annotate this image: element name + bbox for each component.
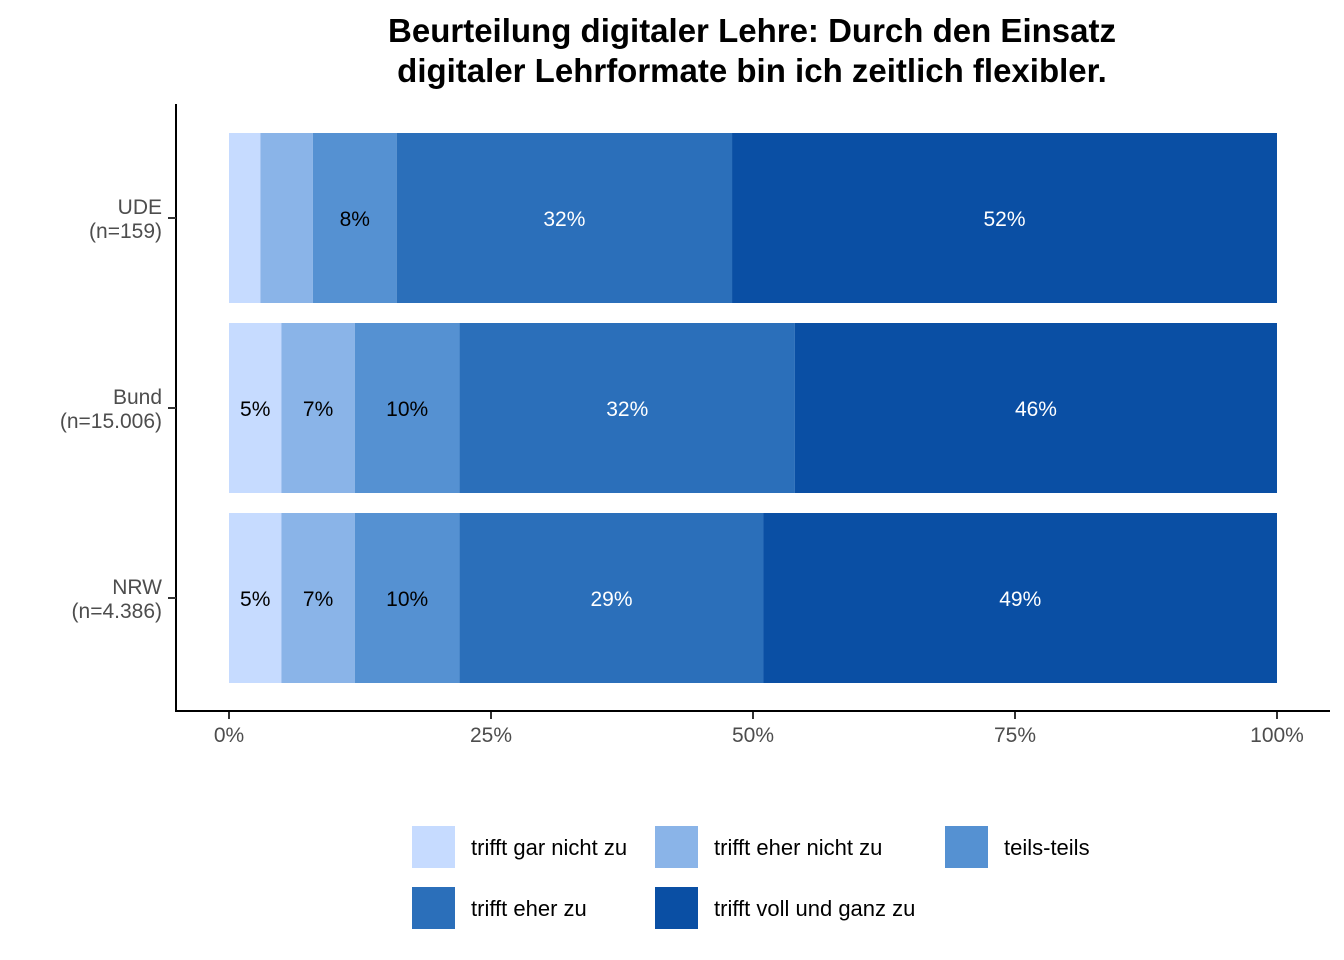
y-tick-count-nrw: (n=4.386) (72, 600, 162, 623)
y-axis-ticks: UDE(n=159) Bund(n=15.006) NRW(n=4.386) (60, 196, 176, 623)
legend: trifft gar nicht zu trifft eher nicht zu t… (412, 826, 1090, 929)
legend-label-trifft-gar-nicht-zu: trifft gar nicht zu (471, 835, 627, 860)
data-label-nrw-trifft-voll-und-ganz-zu: 49% (999, 588, 1041, 611)
data-label-bund-trifft-eher-nicht-zu: 7% (303, 398, 333, 421)
y-tick-count-bund: (n=15.006) (60, 410, 162, 433)
x-tick-label-0: 0% (214, 724, 244, 747)
x-tick-label-75: 75% (994, 724, 1036, 747)
chart-title-line-2: digitaler Lehrformate bin ich zeitlich f… (397, 52, 1107, 89)
data-label-bund-trifft-eher-zu: 32% (606, 398, 648, 421)
data-label-bund-trifft-gar-nicht-zu: 5% (240, 398, 270, 421)
legend-swatch-trifft-voll-und-ganz-zu (655, 887, 698, 929)
data-label-nrw-trifft-gar-nicht-zu: 5% (240, 588, 270, 611)
x-tick-label-25: 25% (470, 724, 512, 747)
bar-segment-bund-trifft-gar-nicht-zu (229, 323, 282, 493)
y-tick-count-ude: (n=159) (89, 220, 162, 243)
legend-label-trifft-voll-und-ganz-zu: trifft voll und ganz zu (714, 896, 915, 921)
y-tick-label-bund: Bund (113, 386, 162, 409)
data-label-nrw-trifft-eher-zu: 29% (591, 588, 633, 611)
data-labels: 8% 32% 52% 5% 7% 10% 32% 46% 5% 7% 10% 29% 49% (240, 208, 1057, 611)
legend-label-trifft-eher-zu: trifft eher zu (471, 896, 587, 921)
data-label-ude-trifft-voll-und-ganz-zu: 52% (984, 208, 1026, 231)
bar-segment-ude-trifft-eher-nicht-zu (260, 133, 313, 303)
bar-segment-bund-teils-teils (354, 323, 460, 493)
bar-segment-nrw-trifft-eher-nicht-zu (281, 513, 355, 683)
legend-swatch-trifft-gar-nicht-zu (412, 826, 455, 868)
bar-segment-bund-trifft-eher-nicht-zu (281, 323, 355, 493)
x-axis-ticks: 0% 25% 50% 75% 100% (214, 712, 1304, 747)
bar-segment-ude-teils-teils (312, 133, 397, 303)
chart-title-line-1: Beurteilung digitaler Lehre: Durch den E… (388, 12, 1116, 49)
data-label-bund-trifft-voll-und-ganz-zu: 46% (1015, 398, 1057, 421)
bar-segment-nrw-trifft-eher-zu (459, 513, 764, 683)
bar-segment-nrw-trifft-voll-und-ganz-zu (763, 513, 1277, 683)
data-label-nrw-teils-teils: 10% (386, 588, 428, 611)
bar-segment-nrw-teils-teils (354, 513, 460, 683)
chart-title: Beurteilung digitaler Lehre: Durch den E… (388, 12, 1116, 89)
bar-segment-bund-trifft-voll-und-ganz-zu (794, 323, 1277, 493)
bar-segments (229, 133, 1277, 683)
bar-segment-ude-trifft-gar-nicht-zu (229, 133, 261, 303)
data-label-ude-trifft-eher-zu: 32% (543, 208, 585, 231)
data-label-bund-teils-teils: 10% (386, 398, 428, 421)
data-label-ude-teils-teils: 8% (340, 208, 370, 231)
legend-label-teils-teils: teils-teils (1004, 835, 1090, 860)
x-tick-label-50: 50% (732, 724, 774, 747)
legend-swatch-trifft-eher-zu (412, 887, 455, 929)
bar-segment-bund-trifft-eher-zu (459, 323, 795, 493)
bar-segment-nrw-trifft-gar-nicht-zu (229, 513, 282, 683)
data-label-nrw-trifft-eher-nicht-zu: 7% (303, 588, 333, 611)
y-tick-label-nrw: NRW (112, 576, 162, 599)
legend-swatch-teils-teils (945, 826, 988, 868)
legend-swatch-trifft-eher-nicht-zu (655, 826, 698, 868)
y-tick-label-ude: UDE (118, 196, 162, 219)
bar-segment-ude-trifft-eher-zu (396, 133, 733, 303)
bar-segment-ude-trifft-voll-und-ganz-zu (732, 133, 1277, 303)
legend-label-trifft-eher-nicht-zu: trifft eher nicht zu (714, 835, 882, 860)
x-tick-label-100: 100% (1250, 724, 1304, 747)
